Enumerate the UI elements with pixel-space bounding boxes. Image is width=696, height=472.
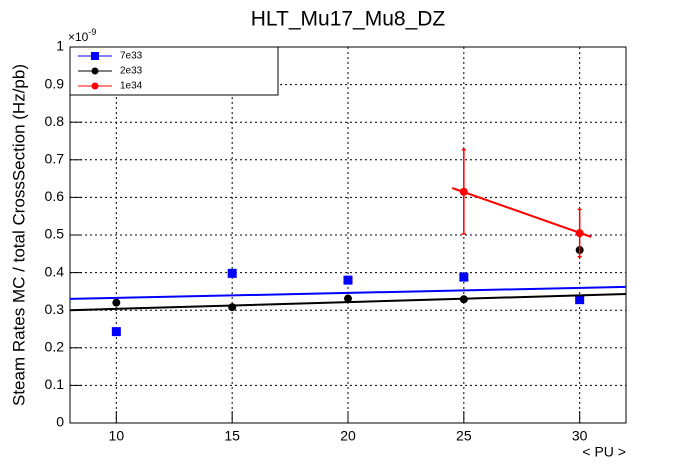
data-point — [344, 294, 352, 303]
y-tick-label: 0.8 — [45, 113, 65, 129]
y-tick-label: 0.5 — [45, 226, 65, 242]
y-tick-label: 0.1 — [45, 376, 65, 392]
y-tick-label: 0 — [56, 414, 64, 430]
x-tick-label: 20 — [340, 428, 356, 444]
y-tick-label: 0.3 — [45, 301, 65, 317]
x-tick-label: 15 — [224, 428, 240, 444]
data-point — [227, 268, 237, 278]
data-point — [112, 298, 121, 307]
x-axis-label: < PU > — [582, 444, 626, 460]
y-tick-label: 0.6 — [45, 188, 65, 204]
y-multiplier: ×10-9 — [68, 27, 96, 44]
y-tick-label: 0.2 — [45, 339, 65, 355]
legend-label: 2e33 — [120, 66, 143, 77]
data-point — [459, 272, 469, 282]
legend-label: 7e33 — [120, 51, 143, 62]
legend-marker — [91, 67, 99, 75]
fit-line — [69, 285, 627, 300]
y-tick-label: 1 — [56, 38, 64, 54]
legend-marker — [91, 52, 99, 60]
data-point — [111, 327, 121, 337]
legend-marker — [91, 82, 99, 90]
plot-frame — [69, 46, 627, 424]
data-point — [575, 295, 585, 305]
x-tick-label: 10 — [109, 428, 125, 444]
y-tick-label: 0.9 — [45, 75, 65, 91]
y-axis-label: Steam Rates MC / total CrossSection (Hz/… — [9, 64, 28, 406]
data-point — [228, 303, 237, 312]
legend-label: 1e34 — [120, 81, 143, 92]
x-tick-label: 30 — [572, 428, 588, 444]
fit-line — [451, 187, 592, 238]
y-tick-label: 0.4 — [45, 263, 65, 279]
data-point — [343, 275, 353, 285]
data-point — [459, 187, 468, 196]
data-point — [459, 295, 468, 304]
y-tick-label: 0.7 — [45, 151, 65, 167]
data-point — [575, 229, 584, 238]
y-multiplier-base: ×10 — [68, 30, 89, 44]
chart-title: HLT_Mu17_Mu8_DZ — [251, 8, 446, 31]
x-tick-label: 25 — [456, 428, 472, 444]
y-multiplier-exponent: -9 — [88, 27, 96, 37]
